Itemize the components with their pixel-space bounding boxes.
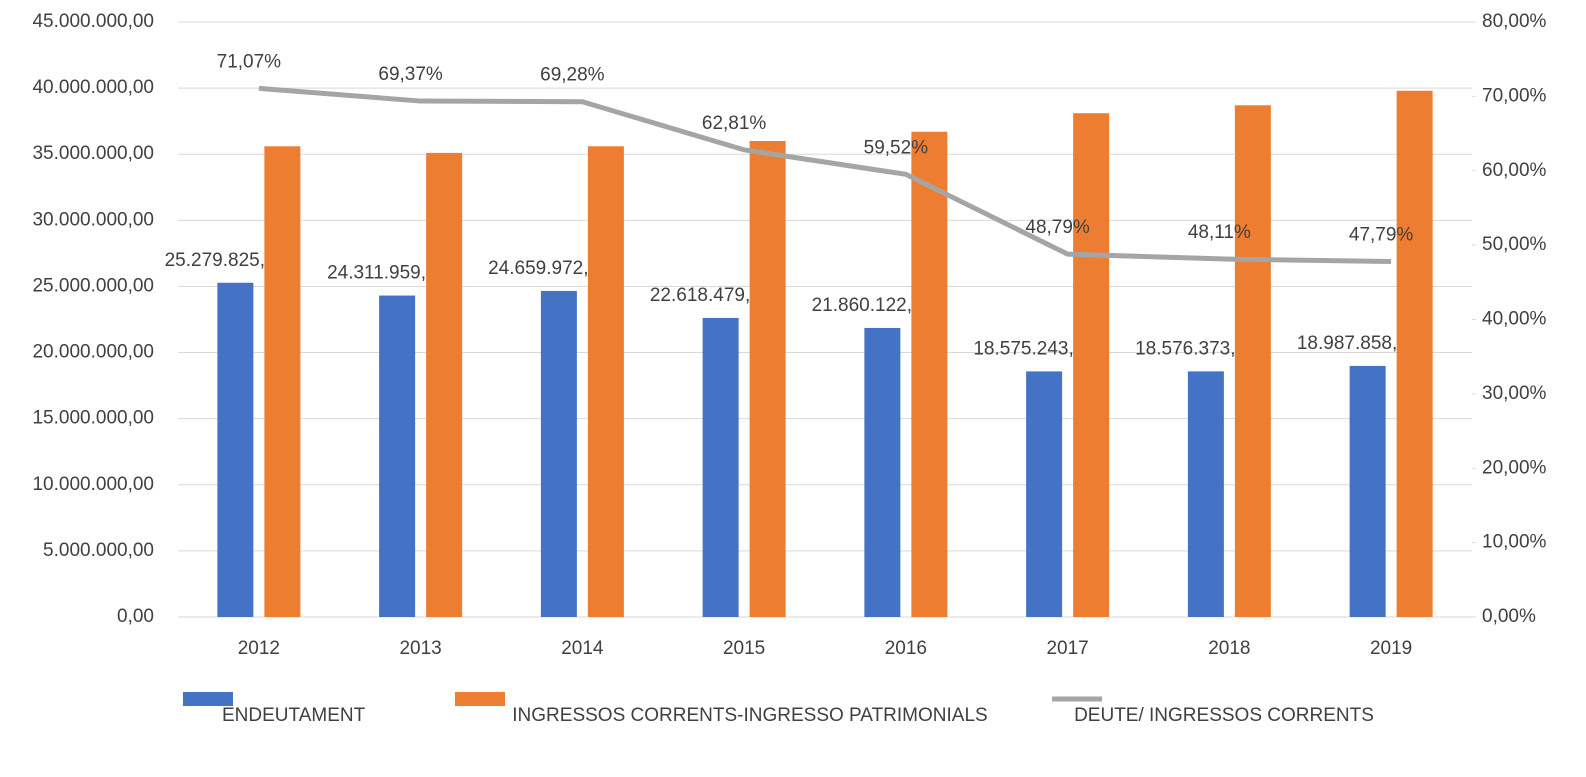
bar: [749, 141, 786, 617]
y-tick-label: 10.000.000,00: [32, 474, 154, 495]
bar: [911, 131, 948, 617]
data-label: 71,07%: [217, 51, 282, 72]
x-tick-label: 2013: [399, 638, 441, 659]
y-tick-label: 5.000.000,00: [43, 540, 154, 561]
x-tick-label: 2017: [1046, 638, 1088, 659]
data-label: 62,81%: [702, 113, 767, 134]
bar: [264, 146, 301, 618]
x-tick-label: 2019: [1370, 638, 1412, 659]
bar: [540, 290, 577, 617]
data-label: 18.576.373,94: [1135, 338, 1257, 359]
y2-tick-label: 60,00%: [1482, 160, 1547, 181]
y-tick-label: 15.000.000,00: [32, 408, 154, 429]
bar: [217, 282, 254, 617]
data-label: 69,37%: [378, 64, 443, 85]
bar: [702, 317, 739, 617]
y2-tick-label: 70,00%: [1482, 85, 1547, 106]
data-label: 59,52%: [864, 137, 929, 158]
y2-tick-label: 20,00%: [1482, 457, 1547, 478]
bar: [1349, 365, 1386, 617]
y2-tick-label: 50,00%: [1482, 234, 1547, 255]
y-tick-label: 45.000.000,00: [32, 11, 154, 32]
bar: [864, 327, 901, 617]
data-label: 47,79%: [1349, 225, 1414, 246]
y2-tick-label: 0,00%: [1482, 606, 1536, 627]
bar: [587, 146, 624, 618]
legend-swatch: [183, 692, 233, 706]
x-tick-label: 2016: [885, 638, 927, 659]
y2-tick-label: 10,00%: [1482, 532, 1547, 553]
bar: [1187, 371, 1224, 617]
y2-tick-label: 40,00%: [1482, 309, 1547, 330]
bar: [1396, 90, 1433, 617]
data-label: 24.659.972,21: [488, 258, 610, 279]
legend-label: DEUTE/ INGRESSOS CORRENTS: [1074, 705, 1374, 726]
bar: [1234, 105, 1271, 618]
data-label: 25.279.825,01: [165, 250, 287, 271]
data-label: 21.860.122,82: [812, 295, 934, 316]
x-tick-label: 2012: [238, 638, 280, 659]
line: [258, 85, 1392, 265]
data-label: 18.575.243,93: [973, 338, 1095, 359]
y-tick-label: 40.000.000,00: [32, 77, 154, 98]
x-tick-label: 2014: [561, 638, 604, 659]
y-tick-label: 20.000.000,00: [32, 342, 154, 363]
legend-label: INGRESSOS CORRENTS-INGRESSO PATRIMONIALS: [512, 705, 987, 726]
bar: [1073, 113, 1110, 617]
y2-tick-label: 30,00%: [1482, 383, 1547, 404]
data-label: 24.311.959,49: [327, 263, 447, 284]
data-label: 48,11%: [1188, 222, 1251, 243]
legend-swatch: [455, 692, 505, 706]
bar: [379, 295, 416, 617]
bar: [426, 152, 463, 617]
y-tick-label: 30.000.000,00: [32, 209, 154, 230]
x-tick-label: 2015: [723, 638, 765, 659]
data-label: 22.618.479,67: [650, 285, 772, 306]
y2-tick-label: 80,00%: [1482, 11, 1547, 32]
data-label: 69,28%: [540, 65, 605, 86]
bar: [1026, 371, 1063, 617]
y-tick-label: 35.000.000,00: [32, 143, 154, 164]
data-label: 48,79%: [1025, 217, 1090, 238]
y-tick-label: 0,00: [117, 606, 154, 627]
legend-label: ENDEUTAMENT: [222, 705, 366, 726]
y-tick-label: 25.000.000,00: [32, 275, 154, 296]
data-label: 18.987.858,22: [1297, 333, 1419, 354]
x-tick-label: 2018: [1208, 638, 1250, 659]
